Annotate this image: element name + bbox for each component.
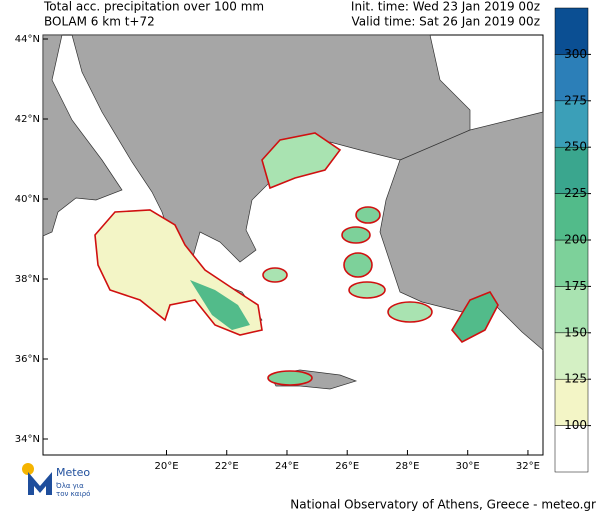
- precip-bodrum: [387, 301, 433, 323]
- colorbar-label: 275: [564, 93, 587, 107]
- lon-tick-label: 32°E: [516, 461, 540, 472]
- valid-time: Valid time: Sat 26 Jan 2019 00z: [351, 15, 540, 29]
- lon-tick-label: 28°E: [395, 461, 419, 472]
- lon-tick-label: 26°E: [335, 461, 359, 472]
- colorbar-label: 200: [564, 233, 587, 247]
- colorbar-label: 225: [564, 186, 587, 200]
- lon-tick-label: 24°E: [275, 461, 299, 472]
- precip-peloponnese: [190, 280, 250, 330]
- lat-tick-label: 36°N: [15, 354, 40, 365]
- logo-tagline: τον καιρό: [56, 490, 90, 498]
- precip-island: [341, 226, 371, 244]
- colorbar-band: [554, 146, 589, 194]
- lon-tick-label: 30°E: [456, 461, 480, 472]
- title: Total acc. precipitation over 100 mm: [43, 0, 264, 14]
- colorbar-band: [554, 239, 589, 287]
- colorbar-band: [554, 286, 589, 334]
- precip-crete: [267, 370, 313, 386]
- colorbar-band: [554, 54, 589, 102]
- lon-tick-label: 20°E: [154, 461, 178, 472]
- colorbar-label: 300: [564, 47, 587, 61]
- lat-tick-label: 34°N: [15, 434, 40, 445]
- precip-attica: [262, 267, 288, 283]
- footer: National Observatory of Athens, Greece -…: [290, 498, 596, 512]
- precip-chios: [343, 252, 373, 278]
- init-time: Init. time: Wed 23 Jan 2019 00z: [351, 0, 540, 14]
- model: BOLAM 6 km t+72: [44, 15, 155, 29]
- colorbar-band: [554, 7, 589, 55]
- colorbar-label: 100: [564, 418, 587, 432]
- lat-tick-label: 40°N: [15, 194, 40, 205]
- precip-samos: [348, 281, 386, 299]
- logo-mark: [28, 472, 52, 495]
- logo-sun: [22, 463, 34, 475]
- logo-name: Meteo: [56, 466, 90, 479]
- precip-lesvos: [355, 206, 381, 224]
- land-italy: [42, 34, 123, 237]
- colorbar-band: [554, 425, 589, 473]
- colorbar-label: 150: [564, 325, 587, 339]
- logo-tagline: Όλα για: [55, 482, 84, 490]
- precip-antalya: [451, 291, 499, 344]
- precip-macedonia: [261, 132, 342, 190]
- lat-tick-label: 44°N: [15, 34, 40, 45]
- lon-tick-label: 22°E: [215, 461, 239, 472]
- colorbar-band: [554, 193, 589, 241]
- logo: Meteo Όλα για τον καιρό: [22, 463, 90, 498]
- lat-tick-label: 42°N: [15, 114, 40, 125]
- lat-tick-label: 38°N: [15, 274, 40, 285]
- colorbar-label: 175: [564, 279, 587, 293]
- colorbar-label: 250: [564, 140, 587, 154]
- colorbar: 100 125 150 175 200 225 250 275 300: [554, 7, 591, 473]
- colorbar-label: 125: [564, 372, 587, 386]
- map: [42, 34, 544, 456]
